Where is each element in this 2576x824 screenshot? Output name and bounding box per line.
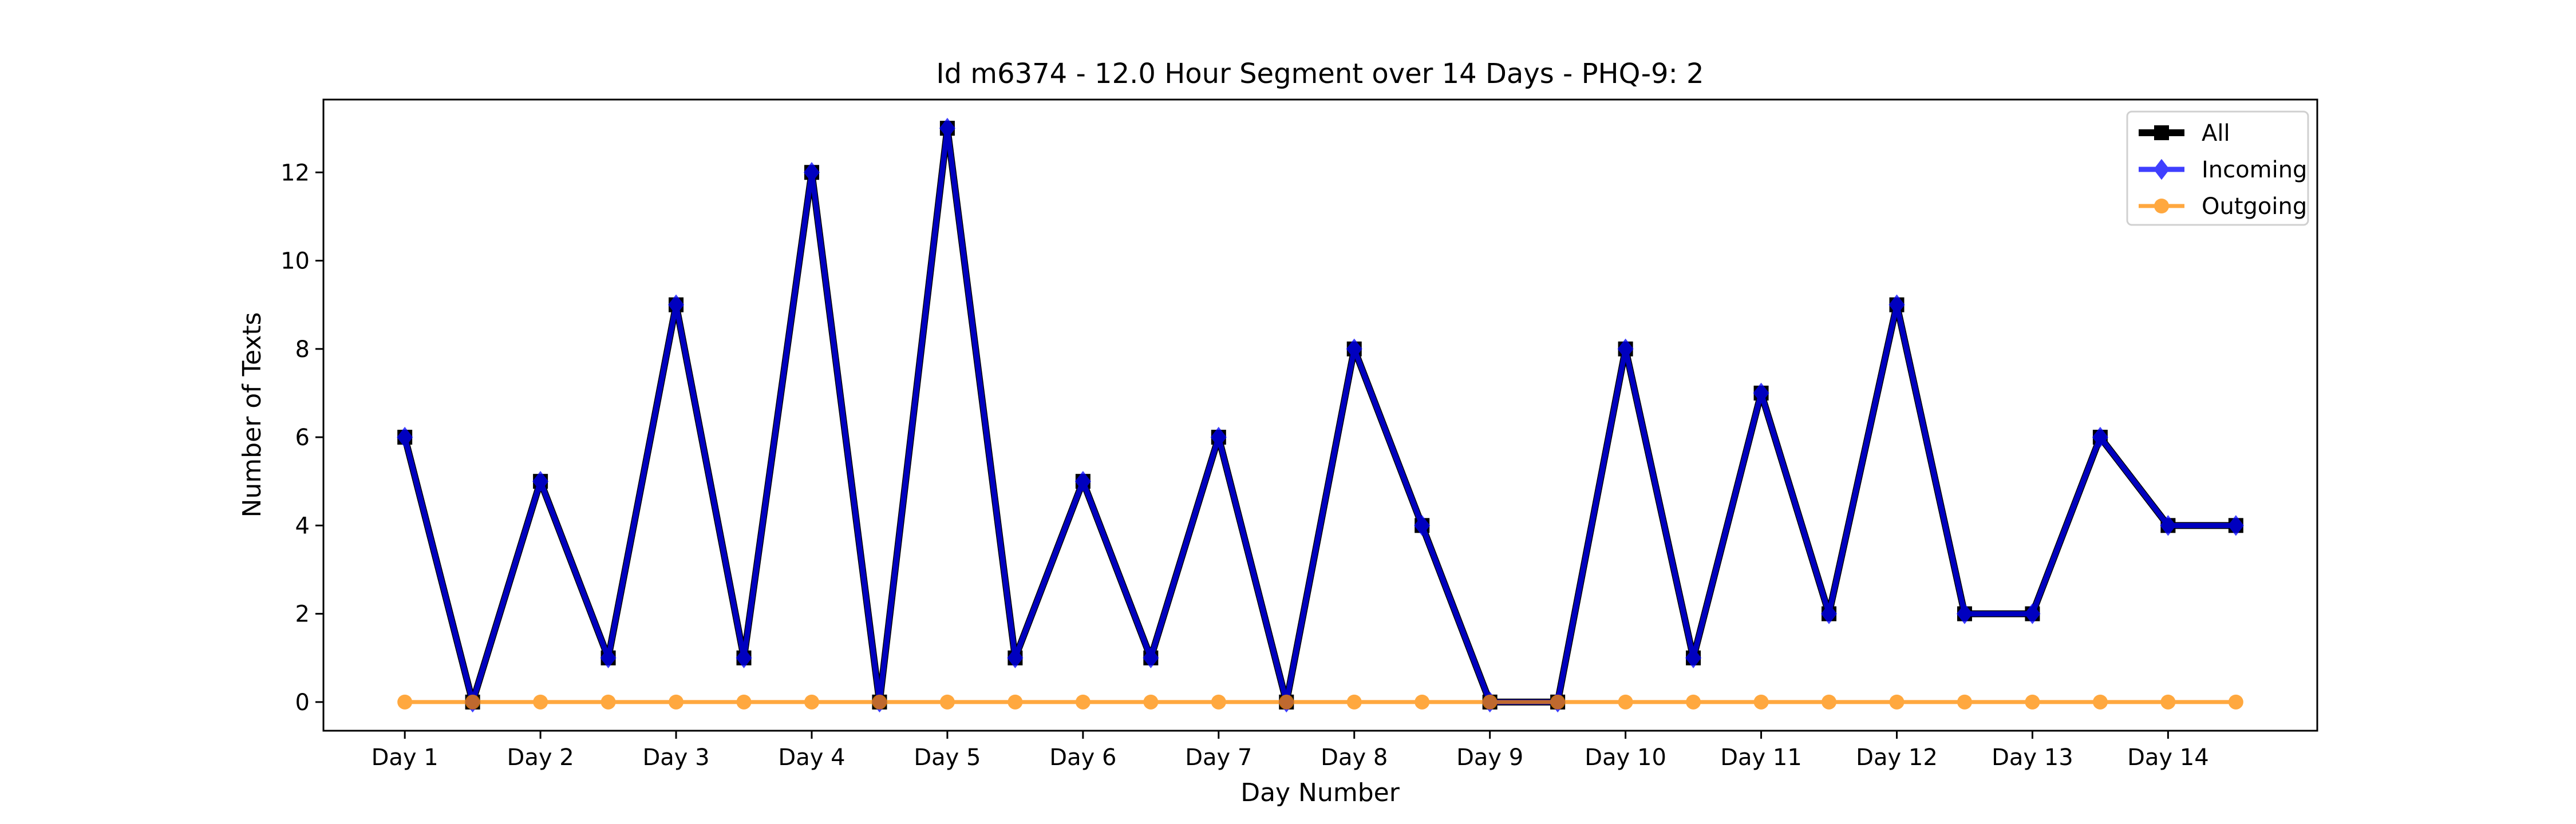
- data-point-incoming: [532, 470, 549, 492]
- legend-entry: [2139, 199, 2184, 213]
- plot-area-frame: [322, 98, 2318, 732]
- legend: All Incoming Outgoing: [2126, 110, 2309, 226]
- x-tick-label: Day 3: [642, 744, 709, 771]
- data-point-incoming: [1821, 603, 1838, 624]
- data-point-outgoing: [669, 694, 684, 710]
- legend-label: All: [2202, 120, 2230, 146]
- data-point-outgoing: [1889, 694, 1905, 710]
- data-point-outgoing: [1346, 694, 1362, 710]
- x-tick-label: Day 13: [1992, 744, 2073, 771]
- data-point-incoming: [668, 294, 685, 315]
- x-tick-label: Day 6: [1049, 744, 1116, 771]
- legend-entry: [2139, 159, 2184, 180]
- data-point-outgoing: [1686, 694, 1701, 710]
- data-point-outgoing: [533, 694, 548, 710]
- data-point-incoming: [1617, 338, 1634, 360]
- x-tick-label: Day 10: [1585, 744, 1666, 771]
- data-point-outgoing: [1618, 694, 1633, 710]
- legend-marker: [2154, 199, 2169, 213]
- data-point-outgoing: [1822, 694, 1837, 710]
- x-tick-label: Day 14: [2127, 744, 2209, 771]
- data-point-incoming: [736, 647, 752, 668]
- data-point-outgoing: [1075, 694, 1091, 710]
- data-point-outgoing: [465, 694, 480, 710]
- y-tick-label: 0: [295, 690, 310, 716]
- data-point-incoming: [803, 162, 820, 183]
- data-point-outgoing: [1550, 694, 1566, 710]
- data-point-incoming: [1888, 294, 1905, 315]
- data-point-outgoing: [2228, 694, 2243, 710]
- data-point-outgoing: [2025, 694, 2040, 710]
- data-point-outgoing: [1957, 694, 1972, 710]
- data-point-outgoing: [2092, 694, 2108, 710]
- x-tick-label: Day 5: [914, 744, 981, 771]
- chart-title: Id m6374 - 12.0 Hour Segment over 14 Day…: [936, 58, 1704, 90]
- data-point-outgoing: [397, 694, 413, 710]
- x-tick-label: Day 2: [507, 744, 574, 771]
- x-tick-label: Day 11: [1720, 744, 1802, 771]
- data-point-outgoing: [1415, 694, 1430, 710]
- data-point-outgoing: [736, 694, 752, 710]
- data-point-incoming: [1956, 603, 1973, 624]
- x-tick-label: Day 9: [1456, 744, 1523, 771]
- y-tick-label: 2: [295, 601, 310, 628]
- y-tick-label: 12: [280, 160, 310, 186]
- data-point-incoming: [939, 117, 955, 139]
- x-axis-label: Day Number: [1240, 778, 1400, 807]
- x-tick-label: Day 1: [372, 744, 438, 771]
- y-tick-label: 8: [295, 336, 310, 363]
- data-point-outgoing: [1482, 694, 1498, 710]
- data-point-outgoing: [1279, 694, 1294, 710]
- data-point-incoming: [2092, 426, 2108, 448]
- x-tick-label: Day 8: [1321, 744, 1388, 771]
- data-point-incoming: [2024, 603, 2041, 624]
- series-layer: [397, 117, 2244, 713]
- data-point-incoming: [600, 647, 617, 668]
- axes-ticks: 0 2 4 6 8 10 12 Day 1 Day 2 Day 3 Day 4 Day 5 Day 6 D…: [280, 160, 2209, 771]
- legend-marker: [2154, 125, 2169, 140]
- legend-label: Incoming: [2202, 157, 2307, 183]
- y-axis-label: Number of Texts: [238, 312, 267, 517]
- y-tick-label: 4: [295, 513, 310, 539]
- data-point-incoming: [1414, 515, 1431, 536]
- data-point-incoming: [1753, 382, 1769, 404]
- x-tick-label: Day 4: [778, 744, 845, 771]
- data-point-incoming: [2227, 515, 2244, 536]
- data-point-outgoing: [872, 694, 887, 710]
- legend-marker: [2154, 159, 2170, 180]
- data-point-incoming: [1143, 647, 1159, 668]
- data-point-outgoing: [1753, 694, 1769, 710]
- data-point-incoming: [1074, 470, 1091, 492]
- data-point-incoming: [397, 426, 413, 448]
- series-outgoing: [397, 694, 2243, 710]
- x-tick-label: Day 12: [1856, 744, 1938, 771]
- data-point-outgoing: [804, 694, 819, 710]
- data-point-outgoing: [1008, 694, 1023, 710]
- data-point-incoming: [1685, 647, 1702, 668]
- data-point-outgoing: [939, 694, 955, 710]
- series-line-incoming: [402, 125, 2236, 705]
- legend-box: [2126, 110, 2309, 226]
- data-point-outgoing: [2160, 694, 2176, 710]
- data-point-outgoing: [1211, 694, 1226, 710]
- data-point-outgoing: [1143, 694, 1159, 710]
- legend-label: Outgoing: [2202, 193, 2307, 220]
- data-point-incoming: [1346, 338, 1362, 360]
- y-tick-label: 6: [295, 425, 310, 451]
- data-point-outgoing: [600, 694, 616, 710]
- data-point-incoming: [1210, 426, 1227, 448]
- legend-entry: [2139, 125, 2184, 140]
- x-tick-label: Day 7: [1185, 744, 1252, 771]
- y-tick-label: 10: [280, 248, 310, 275]
- data-point-incoming: [1007, 647, 1024, 668]
- data-point-incoming: [2160, 515, 2176, 536]
